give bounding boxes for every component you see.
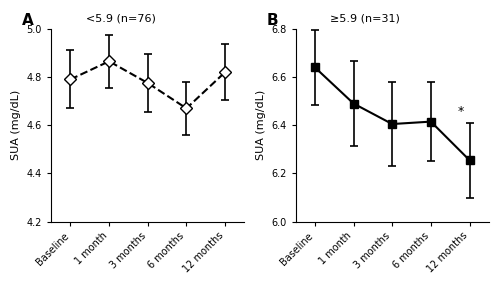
Text: ≥5.9 (n=31): ≥5.9 (n=31) <box>330 13 400 23</box>
Text: <5.9 (n=76): <5.9 (n=76) <box>86 13 156 23</box>
Text: *: * <box>458 105 464 118</box>
Text: B: B <box>266 13 278 28</box>
Text: A: A <box>22 13 34 28</box>
Y-axis label: SUA (mg/dL): SUA (mg/dL) <box>256 90 266 160</box>
Y-axis label: SUA (mg/dL): SUA (mg/dL) <box>11 90 21 160</box>
